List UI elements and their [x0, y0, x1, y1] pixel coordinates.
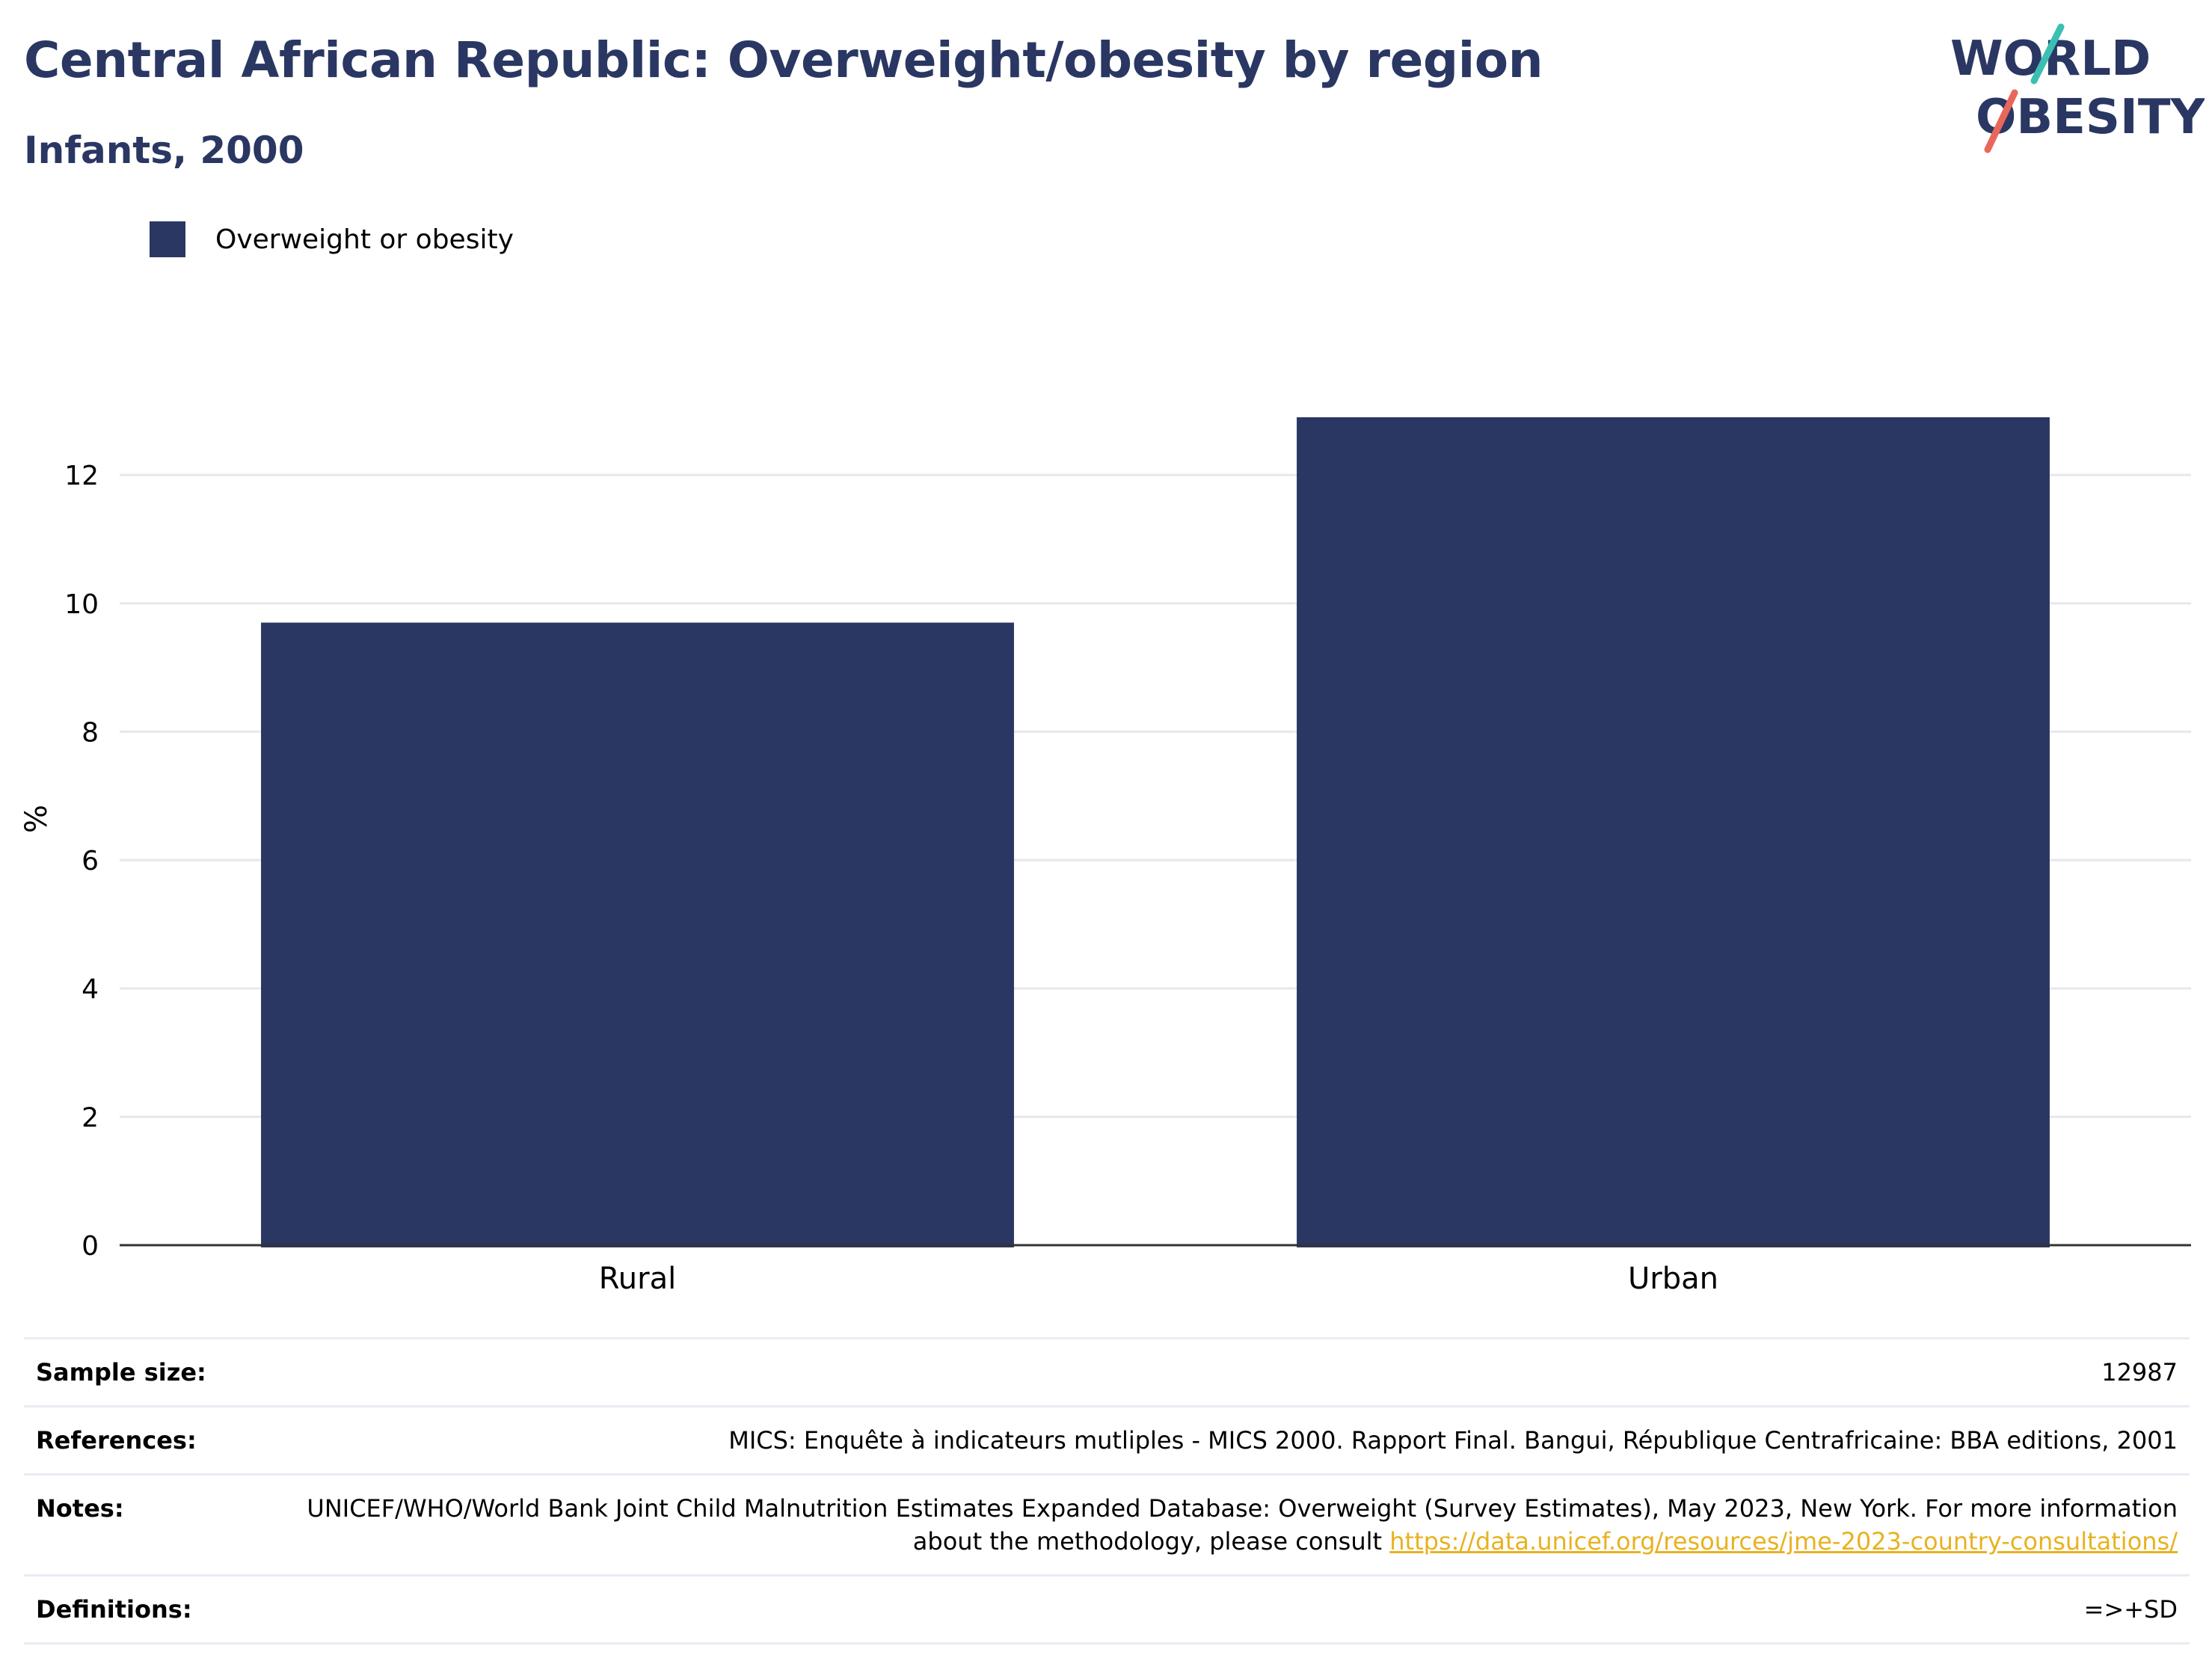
- sample-size-value: 12987: [2101, 1358, 2178, 1387]
- bars: [261, 417, 2050, 1248]
- info-row-references: References: MICS: Enquête à indicateurs …: [24, 1405, 2190, 1473]
- y-tick-label: 8: [82, 717, 99, 748]
- x-category-labels: Rural Urban: [599, 1262, 1718, 1296]
- y-tick-label: 6: [82, 846, 99, 876]
- chart-subtitle: Infants, 2000: [24, 129, 304, 172]
- notes-text: UNICEF/WHO/World Bank Joint Child Malnut…: [307, 1494, 2178, 1556]
- legend-swatch: [150, 221, 185, 257]
- y-tick-labels: 0 2 4 6 8 10 12: [64, 461, 99, 1262]
- bar-urban: [1297, 417, 2050, 1248]
- notes-label: Notes:: [36, 1494, 124, 1523]
- y-axis-title: %: [19, 805, 54, 833]
- bar-chart: 0 2 4 6 8 10 12 Rural Urban %: [19, 417, 2191, 1296]
- references-value: MICS: Enquête à indicateurs mutliples - …: [728, 1426, 2178, 1455]
- world-obesity-logo: WORLD OBESITY: [1950, 23, 2205, 153]
- notes-value: UNICEF/WHO/World Bank Joint Child Malnut…: [263, 1492, 2178, 1558]
- info-row-definitions: Definitions: =>+SD: [24, 1574, 2190, 1645]
- y-tick-label: 2: [82, 1102, 99, 1133]
- definitions-label: Definitions:: [36, 1595, 192, 1624]
- info-table: Sample size: 12987 References: MICS: Enq…: [24, 1337, 2190, 1645]
- y-tick-label: 12: [64, 461, 99, 491]
- info-row-notes: Notes: UNICEF/WHO/World Bank Joint Child…: [24, 1473, 2190, 1574]
- definitions-value: =>+SD: [2083, 1595, 2178, 1624]
- x-category-label: Rural: [599, 1262, 676, 1296]
- bar-rural: [261, 622, 1014, 1247]
- sample-size-label: Sample size:: [36, 1358, 206, 1387]
- info-row-sample-size: Sample size: 12987: [24, 1337, 2190, 1405]
- chart-title: Central African Republic: Overweight/obe…: [24, 31, 1543, 89]
- references-label: References:: [36, 1426, 197, 1455]
- logo-slash-red: [1984, 89, 2018, 153]
- y-tick-label: 10: [64, 589, 99, 620]
- logo-slash-teal: [2030, 23, 2065, 85]
- y-tick-label: 4: [82, 974, 99, 1005]
- legend: Overweight or obesity: [150, 221, 514, 257]
- legend-label: Overweight or obesity: [215, 224, 514, 255]
- x-category-label: Urban: [1628, 1262, 1718, 1296]
- notes-link[interactable]: https://data.unicef.org/resources/jme-20…: [1389, 1527, 2178, 1556]
- y-tick-label: 0: [82, 1231, 99, 1262]
